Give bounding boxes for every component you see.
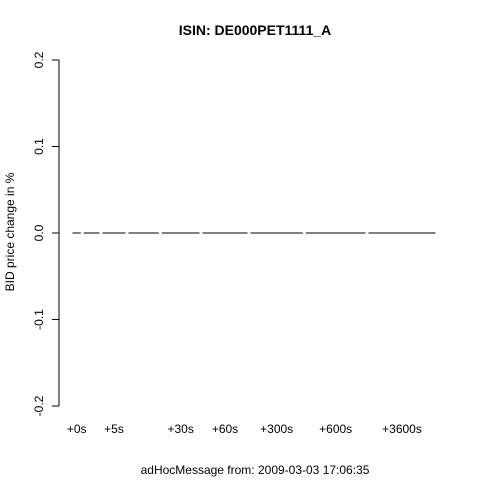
y-tick-label: 0.0 — [32, 224, 46, 241]
y-tick-label: 0.1 — [32, 138, 46, 155]
x-tick-label: +60s — [212, 422, 238, 436]
y-axis-ticks: -0.2 -0.1 0.0 0.1 0.2 — [32, 51, 59, 416]
x-tick-label: +600s — [319, 422, 352, 436]
x-tick-labels: +0s +5s +30s +60s +300s +600s +3600s — [67, 422, 422, 436]
x-tick-label: +30s — [167, 422, 193, 436]
y-axis-label: BID price change in % — [3, 172, 17, 291]
y-tick-label: -0.2 — [32, 395, 46, 416]
x-axis-label: adHocMessage from: 2009-03-03 17:06:35 — [141, 463, 370, 477]
x-tick-label: +3600s — [382, 422, 422, 436]
x-tick-label: +0s — [67, 422, 87, 436]
chart-title: ISIN: DE000PET1111_A — [179, 22, 332, 38]
y-tick-label: -0.1 — [32, 309, 46, 330]
x-tick-label: +5s — [104, 422, 124, 436]
y-tick-label: 0.2 — [32, 51, 46, 68]
x-tick-label: +300s — [260, 422, 293, 436]
